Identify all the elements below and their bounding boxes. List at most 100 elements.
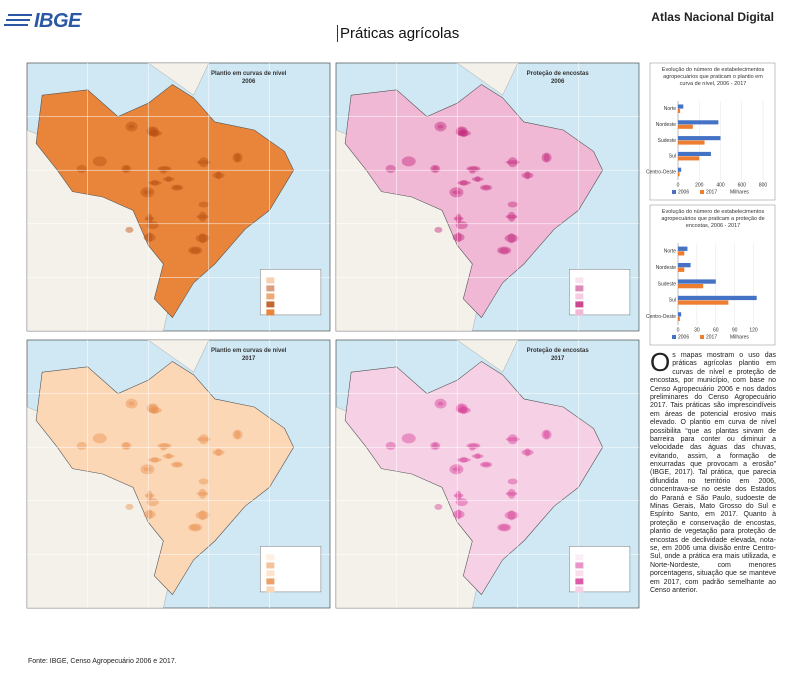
legend-swatch (575, 301, 584, 308)
map-patch (507, 434, 518, 445)
map-patch (198, 478, 209, 485)
map-patch (507, 488, 516, 499)
map-patch (125, 121, 138, 132)
legend-swatch (266, 554, 275, 561)
bar (678, 124, 693, 129)
map-patch (434, 121, 447, 132)
map-patch (456, 407, 471, 414)
bar (678, 267, 685, 272)
map-patch (385, 164, 396, 173)
map-patch (162, 177, 175, 182)
map-patch (505, 491, 518, 496)
unit-label: Milhares (730, 189, 749, 195)
category-label: Nordeste (656, 265, 677, 271)
map-patch (146, 403, 159, 414)
map-patch (198, 201, 209, 208)
map-patch (160, 169, 167, 174)
category-label: Norte (664, 106, 676, 112)
map-patch (434, 226, 443, 233)
legend-swatch (575, 277, 584, 284)
bar (678, 279, 716, 284)
map-patch (437, 124, 444, 129)
map-patch (457, 404, 466, 413)
legend-swatch (700, 190, 704, 194)
x-tick-label: 90 (732, 327, 738, 333)
map-patch (453, 216, 464, 221)
map-patch (459, 406, 468, 415)
map-patch (474, 453, 481, 460)
map-patch (160, 446, 167, 451)
map-patch (147, 180, 162, 185)
x-tick-label: 30 (694, 327, 700, 333)
map-patch (507, 201, 518, 208)
map-patch (188, 246, 203, 255)
bar (678, 316, 680, 322)
map-patch (143, 233, 156, 242)
map-patch (144, 216, 155, 221)
map-patch (401, 156, 416, 167)
map-patch (215, 448, 222, 457)
map-patch (449, 464, 464, 475)
map-patch (198, 488, 207, 499)
map-patch (505, 160, 520, 165)
map-patch (456, 130, 471, 137)
map-patch (455, 213, 462, 224)
map-patch (143, 190, 152, 195)
map-patch (196, 491, 209, 496)
map-patch (507, 510, 516, 521)
map-patch (432, 165, 439, 172)
map-patch (482, 462, 491, 467)
map-patch (146, 498, 159, 507)
map-patch (459, 129, 468, 138)
chart-frame (649, 62, 776, 201)
map-patch (507, 478, 518, 485)
map-patch (457, 127, 466, 136)
legend-label: 2017 (706, 189, 717, 195)
brazil (344, 84, 603, 319)
map-patch (92, 433, 107, 444)
map-patch (507, 233, 516, 244)
map-patch (215, 171, 222, 180)
x-tick-label: 60 (713, 327, 719, 333)
bar (678, 151, 711, 156)
map-patch (455, 126, 468, 137)
bar (678, 251, 685, 256)
logo-mark (4, 14, 32, 26)
legend-swatch (266, 586, 275, 593)
x-tick-label: 120 (749, 327, 758, 333)
bar (678, 246, 688, 251)
map-patch (401, 433, 416, 444)
map-patch (455, 403, 468, 414)
legend-swatch (700, 335, 704, 339)
map-patch (198, 211, 207, 222)
map-patch (459, 456, 468, 463)
map-patch (437, 401, 444, 406)
map-patch (212, 172, 225, 179)
map-patch (452, 190, 461, 195)
map-patch (196, 214, 209, 219)
map-patch (505, 437, 520, 442)
atlas-name: Atlas Nacional Digital (651, 10, 774, 24)
bar (678, 172, 680, 177)
map-patch (455, 490, 462, 501)
page-title: Práticas agrícolas (337, 25, 459, 42)
bar (678, 263, 691, 268)
map-legend (260, 269, 322, 316)
map-patch (385, 441, 396, 450)
map-patch (165, 453, 172, 460)
map-patch (504, 511, 519, 520)
map-patch (188, 523, 203, 532)
map-patch (125, 226, 134, 233)
map-patch (195, 234, 210, 243)
chart-title: Evolução do número de estabelecimentos a… (661, 209, 765, 229)
map-patch (430, 441, 441, 450)
map-patch (198, 510, 207, 521)
category-label: Sudeste (658, 138, 677, 144)
x-tick-label: 800 (759, 182, 768, 188)
legend-swatch (575, 285, 584, 292)
legend-swatch (575, 578, 584, 585)
map-patch (140, 187, 155, 198)
bar (678, 136, 721, 141)
